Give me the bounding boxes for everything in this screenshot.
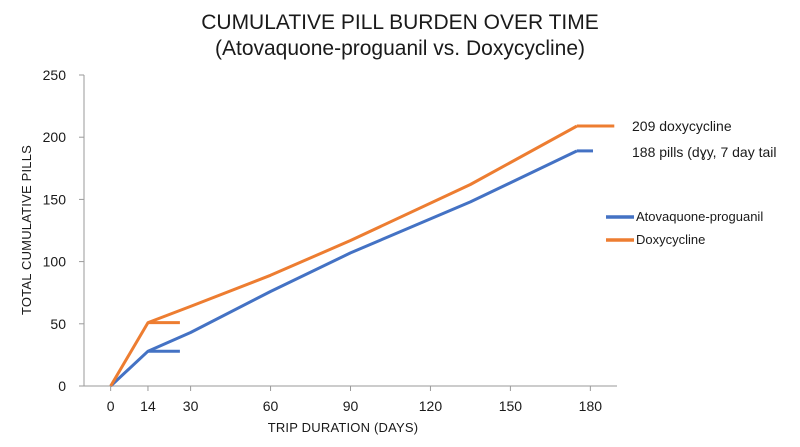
x-tick-label: 0 [107, 398, 115, 414]
x-tick-label: 14 [140, 398, 156, 414]
x-tick-label: 120 [419, 398, 443, 414]
chart-subtitle: (Atovaquone-proguanil vs. Doxycycline) [215, 37, 585, 60]
series-line-atovaquone-proguanil [109, 149, 578, 388]
chart-legend: Atovaquone-proguanil Doxycycline [606, 209, 763, 247]
y-tick-label: 0 [58, 378, 66, 394]
legend-label-atovaquone-proguanil: Atovaquone-proguanil [636, 209, 763, 224]
legend-label-doxycycline: Doxycycline [636, 232, 705, 247]
y-tick-label: 150 [43, 191, 67, 207]
chart-axes [83, 75, 617, 387]
annotation-doxycycline-total: 209 doxycycline [632, 118, 732, 134]
chart-series [109, 124, 615, 388]
y-axis-title: TOTAL CUMULATIVE PILLS [19, 145, 34, 315]
annotation-atovaquone-total: 188 pills (dɣy, 7 day tail [632, 144, 777, 160]
y-axis-ticks: 0 50 100 150 200 250 [43, 67, 84, 394]
x-tick-label: 180 [579, 398, 603, 414]
x-tick-label: 60 [263, 398, 279, 414]
x-axis-ticks: 0 14 30 60 90 120 150 180 [107, 386, 602, 414]
x-tick-label: 90 [343, 398, 359, 414]
chart-title: CUMULATIVE PILL BURDEN OVER TIME [201, 11, 599, 34]
y-tick-label: 100 [43, 254, 67, 270]
y-tick-label: 50 [50, 316, 66, 332]
x-axis-title: TRIP DURATION (DAYS) [268, 420, 419, 435]
x-tick-label: 150 [499, 398, 523, 414]
y-tick-label: 200 [43, 129, 67, 145]
x-tick-label: 30 [183, 398, 199, 414]
series-line-doxycycline [109, 124, 578, 387]
y-tick-label: 250 [43, 67, 67, 83]
